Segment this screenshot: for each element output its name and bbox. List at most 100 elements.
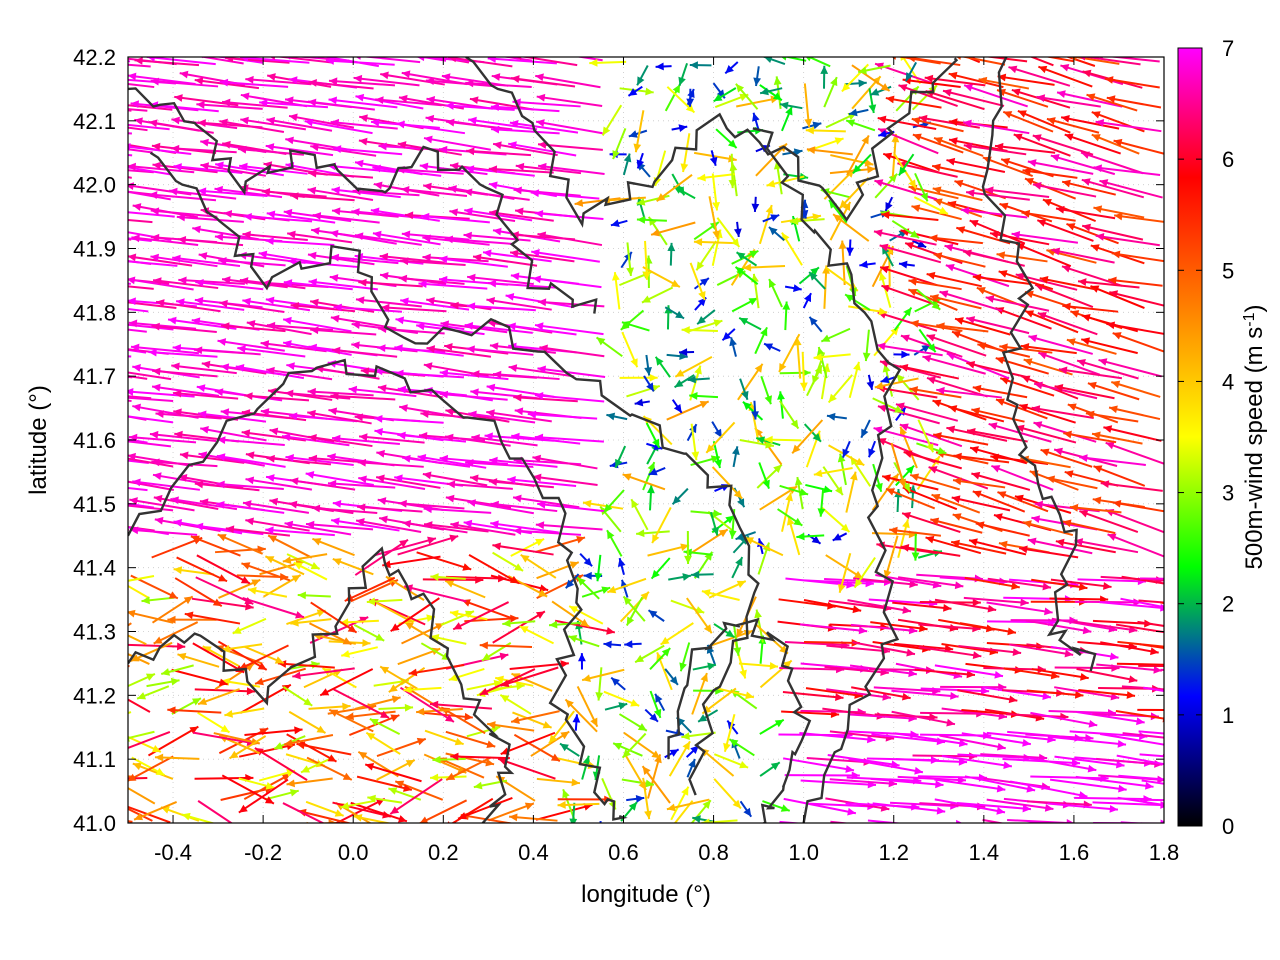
wind-arrow-shaft [128,307,149,313]
wind-arrow-shaft [828,599,892,610]
wind-arrow-shaft [468,554,520,585]
wind-arrow-head [403,685,412,694]
wind-arrow-head [153,636,163,644]
wind-arrow-head [834,137,844,145]
wind-arrow-head [651,750,661,759]
wind-arrow-head [308,278,318,287]
wind-arrow-shaft [911,205,962,221]
wind-arrow-shaft [195,576,254,605]
wind-arrow-head [316,725,326,734]
wind-arrow-shaft [1049,597,1109,601]
wind-arrow-shaft [1096,663,1162,672]
wind-arrow-shaft [246,321,312,336]
wind-arrow-head [898,260,908,269]
wind-arrow-shaft [1117,796,1164,807]
wind-arrow-head [898,478,906,488]
wind-arrow-head [310,143,319,152]
wind-arrow-shaft [457,796,513,820]
wind-arrow-head [191,317,201,326]
wind-arrow-head [966,316,976,324]
wind-arrow-head [682,573,692,581]
wind-arrow-shaft [1093,166,1161,177]
wind-arrow-head [155,767,165,776]
wind-arrow-head [221,644,231,653]
wind-arrow-shaft [128,145,192,155]
wind-arrow-shaft [1090,285,1145,309]
wind-arrow-shaft [996,253,1048,263]
wind-arrow-head [444,433,454,442]
wind-arrow-shaft [1121,575,1164,585]
wind-arrow-head [266,210,276,219]
wind-arrow-shaft [239,683,292,714]
wind-arrow-head [820,65,829,74]
wind-arrow-head [1110,692,1120,701]
wind-arrow-head [742,263,752,272]
wind-arrow-shaft [575,57,603,62]
wind-arrow-head [240,92,250,101]
wind-arrow-shaft [237,147,305,156]
wind-arrow-head [242,230,251,239]
wind-arrow-head [310,298,319,307]
wind-arrow-head [902,519,910,529]
terrain-contour-line [667,617,812,823]
wind-arrow-shaft [307,411,372,425]
wind-arrow-shaft [784,640,850,647]
wind-arrow-head [910,230,920,238]
wind-arrow-shaft [1032,134,1094,156]
wind-arrow-shaft [950,540,1007,555]
wind-arrow-head [398,499,407,508]
wind-arrow-head [691,570,700,579]
colorbar-tick-label: 3 [1222,481,1234,506]
wind-arrow-shaft [401,456,471,468]
wind-arrow-shaft [1028,756,1097,772]
wind-arrow-head [353,813,363,822]
wind-arrow-head [194,77,204,85]
wind-arrow-head [611,677,620,686]
colorbar-scale [1177,47,1203,827]
wind-arrow-shaft [487,57,557,65]
wind-arrow-head [954,581,964,590]
wind-arrow-head [1145,781,1154,790]
wind-arrow-head [297,591,307,600]
wind-arrow-shaft [879,266,938,287]
wind-arrow-head [669,749,679,757]
wind-arrow-shaft [237,346,306,358]
wind-arrow-shaft [1048,735,1127,746]
wind-arrow-head [725,629,735,638]
wind-arrow-shaft [851,686,911,700]
wind-arrow-head [397,815,407,823]
wind-arrow-head [402,454,411,463]
wind-arrow-head [327,754,337,762]
wind-arrow-shaft [214,187,283,199]
wind-arrow-head [1098,358,1108,366]
wind-arrow-head [990,230,999,239]
wind-arrow-shaft [277,662,335,669]
wind-arrow-head [805,57,812,62]
wind-arrow-head [332,558,342,566]
wind-arrow-head [603,503,613,513]
wind-arrow-shaft [1055,207,1116,220]
wind-arrow-head [1028,334,1038,343]
wind-arrow-shaft [918,623,981,630]
wind-arrow-head [440,320,450,329]
wind-arrow-head [882,692,891,701]
wind-arrow-shaft [996,89,1049,108]
wind-arrow-shaft [130,345,200,355]
wind-arrow-head [718,529,728,538]
wind-arrow-head [1019,545,1028,554]
wind-arrow-shaft [1137,620,1164,627]
wind-arrow-shaft [219,301,285,314]
wind-arrow-head [257,545,266,554]
wind-arrow-head [645,779,654,788]
wind-arrow-shaft [372,232,441,246]
wind-arrow-shaft [128,190,153,196]
wind-arrow-shaft [265,239,335,246]
wind-arrow-head [578,653,586,662]
wind-arrow-head [995,398,1005,406]
wind-arrow-head [765,440,774,449]
wind-arrow-shaft [450,755,510,760]
wind-arrow-shaft [972,386,1028,399]
wind-arrow-shaft [1030,775,1109,780]
wind-arrow-head [184,611,194,620]
wind-arrow-head [998,270,1008,278]
